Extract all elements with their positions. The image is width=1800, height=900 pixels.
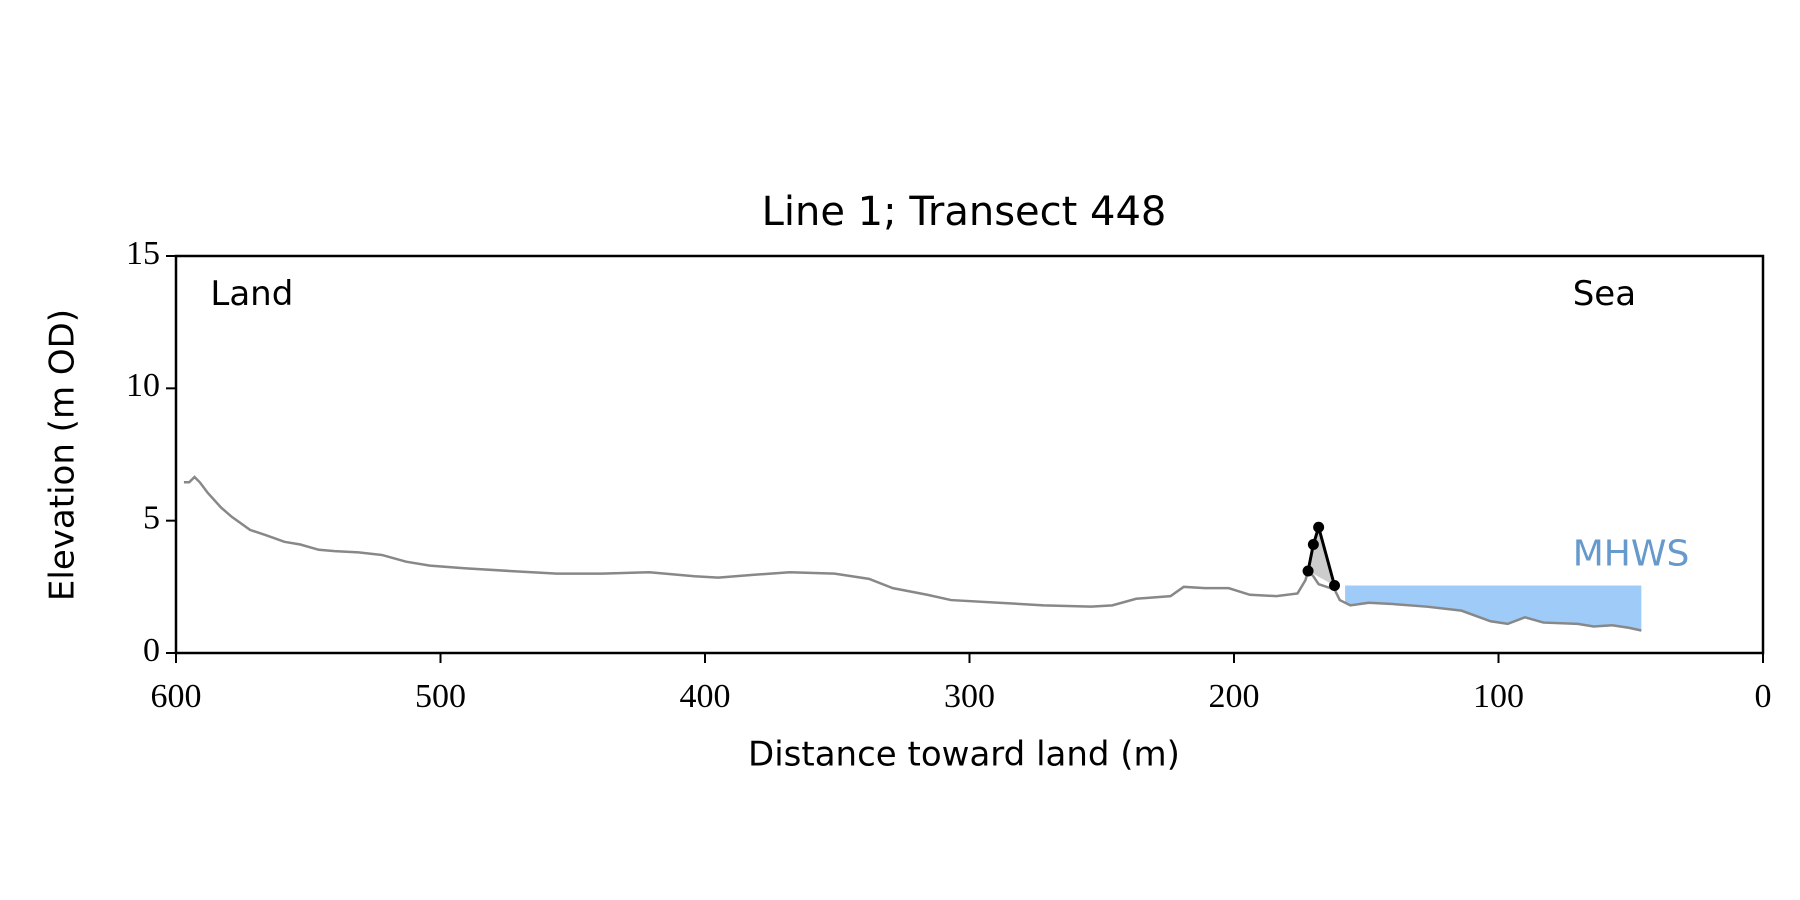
dune-point xyxy=(1329,580,1341,592)
x-tick-label: 0 xyxy=(1755,678,1772,715)
x-tick-label: 600 xyxy=(151,678,202,715)
y-tick-label: 10 xyxy=(126,367,160,404)
y-tick-label: 15 xyxy=(126,235,160,272)
dune-point xyxy=(1307,538,1319,550)
x-tick-label: 400 xyxy=(680,678,731,715)
x-tick-label: 200 xyxy=(1209,678,1260,715)
chart-title: Line 1; Transect 448 xyxy=(762,189,1167,235)
profile-line xyxy=(183,475,1642,632)
y-tick-label: 5 xyxy=(143,499,160,536)
mhws-area xyxy=(1345,585,1642,631)
x-tick-label: 500 xyxy=(415,678,466,715)
y-axis-label: Elevation (m OD) xyxy=(43,309,83,601)
y-tick-label: 0 xyxy=(143,632,160,669)
mhws-label: MHWS xyxy=(1573,534,1690,575)
annotation: Land xyxy=(210,274,293,314)
x-axis-label: Distance toward land (m) xyxy=(748,735,1180,775)
x-tick-label: 100 xyxy=(1473,678,1524,715)
annotation: Sea xyxy=(1573,274,1636,314)
dune-point xyxy=(1313,521,1325,533)
profile-line xyxy=(1306,521,1336,586)
x-tick-label: 300 xyxy=(944,678,995,715)
dune-point xyxy=(1302,565,1314,577)
